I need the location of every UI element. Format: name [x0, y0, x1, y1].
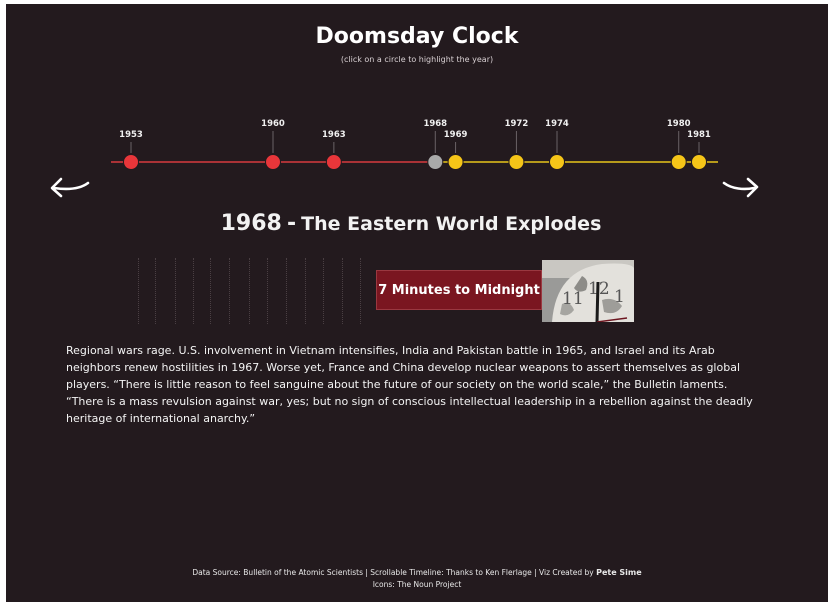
next-arrow-button[interactable] — [720, 171, 766, 201]
clock-face-icon: 11 12 1 — [542, 260, 634, 322]
year-circle-1960[interactable] — [265, 154, 281, 170]
footer-credits: Data Source: Bulletin of the Atomic Scie… — [6, 567, 828, 579]
clock-tick — [286, 258, 287, 324]
clock-face-image: 11 12 1 — [542, 260, 634, 322]
clock-tick — [175, 258, 176, 324]
arrow-left-curved-icon — [50, 177, 90, 198]
year-label-1960: 1960 — [261, 119, 285, 129]
footer-credits-text: Data Source: Bulletin of the Atomic Scie… — [192, 568, 594, 577]
year-label-1969: 1969 — [444, 130, 468, 140]
page-title: Doomsday Clock — [315, 24, 519, 49]
clock-tick — [267, 258, 268, 324]
footer: Data Source: Bulletin of the Atomic Scie… — [6, 567, 828, 591]
year-circle-1974[interactable] — [549, 154, 565, 170]
year-label-1981: 1981 — [687, 130, 711, 140]
clock-tick — [249, 258, 250, 324]
clock-numeral-1: 1 — [614, 287, 625, 307]
year-label-1972: 1972 — [505, 119, 529, 129]
event-description: Regional wars rage. U.S. involvement in … — [66, 344, 753, 425]
clock-tick — [305, 258, 306, 324]
year-label-1974: 1974 — [545, 119, 569, 129]
year-label-1953: 1953 — [119, 130, 143, 140]
year-circle-1968[interactable] — [427, 154, 444, 170]
year-circle-1953[interactable] — [123, 154, 139, 170]
footer-author[interactable]: Pete Sime — [596, 568, 642, 577]
clock-tick-marks — [134, 258, 374, 324]
year-circle-1969[interactable] — [447, 154, 464, 170]
event-year: 1968 — [220, 211, 282, 236]
headline-separator: - — [286, 211, 297, 236]
clock-tick — [229, 258, 230, 324]
year-label-1980: 1980 — [667, 119, 691, 129]
clock-tick — [323, 258, 324, 324]
footer-icons-credit: Icons: The Noun Project — [372, 580, 462, 589]
clock-tick — [342, 258, 343, 324]
year-circle-1963[interactable] — [325, 154, 342, 170]
clock-tick — [155, 258, 156, 324]
year-circle-1980[interactable] — [670, 154, 687, 170]
minutes-to-midnight-badge: 7 Minutes to Midnight — [376, 270, 542, 310]
viz-container: Doomsday Clock (click on a circle to hig… — [6, 4, 828, 602]
year-label-1963: 1963 — [322, 130, 346, 140]
clock-tick — [360, 258, 361, 324]
event-title: The Eastern World Explodes — [301, 213, 602, 235]
year-label-1968: 1968 — [423, 119, 447, 129]
clock-numeral-11: 11 — [562, 289, 584, 309]
page-subtitle: (click on a circle to highlight the year… — [340, 55, 494, 64]
event-headline: 1968 - The Eastern World Explodes — [6, 211, 816, 236]
previous-arrow-button[interactable] — [46, 171, 92, 201]
clock-tick — [210, 258, 211, 324]
year-circle-1972[interactable] — [508, 154, 525, 170]
clock-tick — [193, 258, 194, 324]
arrow-right-curved-icon — [722, 177, 759, 198]
clock-tick — [138, 258, 139, 324]
year-circle-1981[interactable] — [691, 154, 707, 170]
